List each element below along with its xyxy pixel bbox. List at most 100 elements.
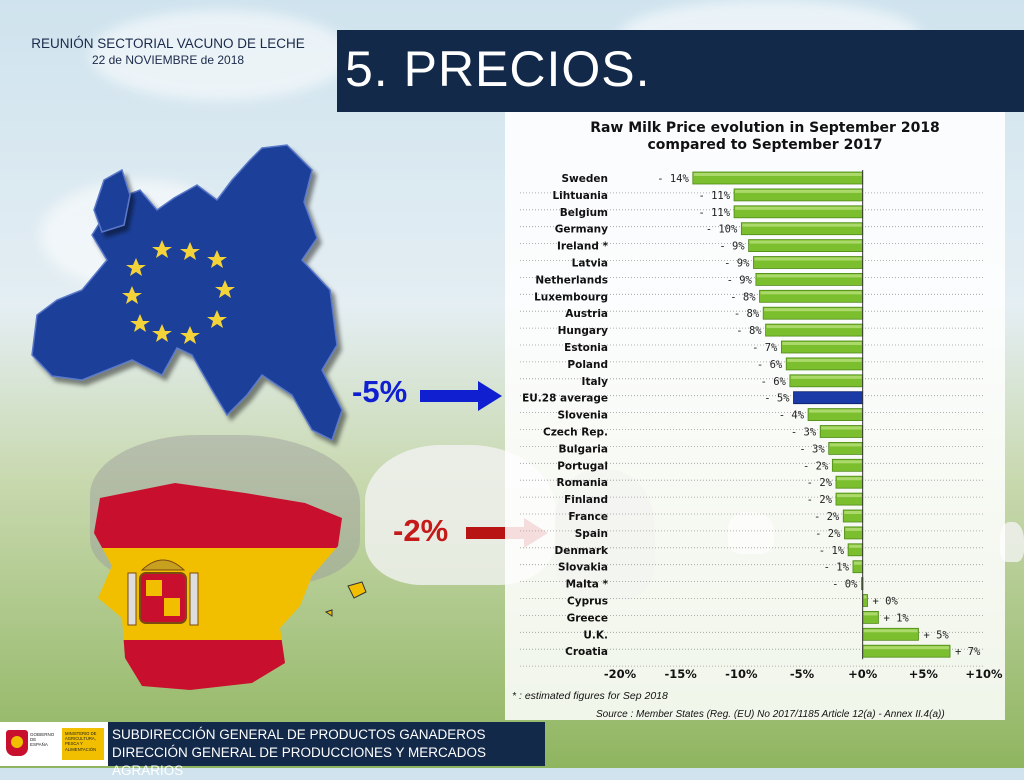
category-label: Cyprus xyxy=(567,596,608,608)
value-label: - 10% xyxy=(706,224,738,236)
category-label: Estonia xyxy=(564,342,608,354)
category-label: Italy xyxy=(582,376,609,388)
category-label: Greece xyxy=(567,612,608,624)
category-label: Slovenia xyxy=(557,410,608,422)
category-label: Denmark xyxy=(555,545,610,557)
value-label: + 1% xyxy=(883,612,909,624)
value-label: + 0% xyxy=(873,596,899,608)
category-label: Ireland * xyxy=(557,241,609,253)
category-label: Portugal xyxy=(557,460,608,472)
category-label: Slovakia xyxy=(558,562,608,574)
category-label: Romania xyxy=(557,477,609,489)
slide-header: REUNIÓN SECTORIAL VACUNO DE LECHE 22 de … xyxy=(8,36,328,67)
value-label: + 5% xyxy=(923,629,949,641)
x-tick-label: -15% xyxy=(665,667,698,681)
value-label: - 2% xyxy=(814,511,840,523)
value-label: - 8% xyxy=(736,325,762,337)
value-label: - 3% xyxy=(791,427,817,439)
chart-footnote: * : estimated figures for Sep 2018 xyxy=(512,690,668,702)
bar-highlight xyxy=(829,443,862,447)
bar-highlight xyxy=(766,325,862,329)
value-label: - 9% xyxy=(719,241,745,253)
x-tick-label: -10% xyxy=(725,667,758,681)
value-label: - 2% xyxy=(807,477,833,489)
ministry-logo-text: MINISTERIO DE AGRICULTURA, PESCA Y ALIME… xyxy=(62,728,104,760)
chart-title-line-1: Raw Milk Price evolution in September 20… xyxy=(590,120,940,136)
footer-line-2: DIRECCIÓN GENERAL DE PRODUCCIONES Y MERC… xyxy=(112,745,487,778)
bar-highlight xyxy=(735,189,862,193)
category-label: U.K. xyxy=(583,629,608,641)
bar-highlight xyxy=(760,291,862,295)
value-label: - 2% xyxy=(803,460,829,472)
background-cloud xyxy=(90,10,350,100)
x-tick-label: +10% xyxy=(965,667,1003,681)
bar-highlight xyxy=(809,409,862,413)
x-tick-label: +5% xyxy=(909,667,939,681)
category-label: Bulgaria xyxy=(558,443,608,455)
footer-text-block: SUBDIRECCIÓN GENERAL DE PRODUCTOS GANADE… xyxy=(108,722,545,778)
value-label: - 0% xyxy=(832,579,858,591)
category-label: Spain xyxy=(575,528,608,540)
uk-shape xyxy=(93,168,131,233)
eu-stars xyxy=(122,240,235,344)
value-label: + 7% xyxy=(955,646,981,658)
value-label: - 3% xyxy=(799,443,825,455)
chart-title-line-2: compared to September 2017 xyxy=(647,137,883,153)
eu-callout-value: -5% xyxy=(352,374,408,409)
bar-highlight xyxy=(787,358,862,362)
value-label: - 11% xyxy=(698,207,730,219)
bar-highlight xyxy=(853,561,862,565)
value-label: - 7% xyxy=(752,342,778,354)
meeting-date: 22 de NOVIEMBRE de 2018 xyxy=(91,53,245,67)
category-label: EU.28 average xyxy=(522,393,608,405)
value-label: - 1% xyxy=(819,545,845,557)
spain-map-illustration xyxy=(94,483,367,690)
meeting-name: REUNIÓN SECTORIAL VACUNO DE LECHE xyxy=(31,36,305,51)
value-label: - 9% xyxy=(724,258,750,270)
value-label: - 6% xyxy=(757,359,783,371)
bar-highlight xyxy=(782,342,862,345)
bar-highlight xyxy=(693,173,862,176)
bar-highlight xyxy=(863,629,918,633)
category-label: Malta * xyxy=(566,579,609,591)
value-label: - 4% xyxy=(779,410,805,422)
bar-highlight xyxy=(735,206,862,210)
bar-highlight xyxy=(821,426,862,430)
value-label: - 14% xyxy=(657,173,689,185)
bar-highlight xyxy=(863,612,878,616)
value-label: - 6% xyxy=(761,376,787,388)
bar-highlight xyxy=(849,544,862,548)
bar-highlight xyxy=(756,274,862,278)
value-label: - 8% xyxy=(730,291,756,303)
category-label: Sweden xyxy=(562,173,609,185)
x-tick-label: -20% xyxy=(604,667,637,681)
category-label: Croatia xyxy=(565,646,608,658)
category-label: Luxembourg xyxy=(534,291,608,303)
value-label: - 2% xyxy=(815,528,841,540)
bar xyxy=(793,391,864,405)
category-label: Netherlands xyxy=(535,274,608,286)
bar-highlight xyxy=(844,511,862,514)
balearic-islands xyxy=(324,581,367,617)
value-label: - 1% xyxy=(824,562,850,574)
slide-title: 5. PRECIOS. xyxy=(345,41,651,97)
category-label: Finland xyxy=(564,494,608,506)
category-label: Belgium xyxy=(560,207,608,219)
bar-highlight xyxy=(863,595,867,599)
spain-callout-value: -2% xyxy=(393,513,449,548)
category-label: Hungary xyxy=(558,325,609,337)
value-label: - 8% xyxy=(734,308,760,320)
bar-highlight xyxy=(836,477,862,481)
category-label: Latvia xyxy=(572,258,608,270)
category-label: France xyxy=(568,511,608,523)
bar-highlight xyxy=(845,527,862,531)
x-tick-label: -5% xyxy=(790,667,815,681)
bar-highlight xyxy=(863,646,950,650)
value-label: - 11% xyxy=(698,190,730,202)
bar-highlight xyxy=(764,308,862,312)
footer: GOBIERNO DE ESPAÑA MINISTERIO DE AGRICUL… xyxy=(0,722,545,778)
bar-highlight xyxy=(749,240,862,244)
bar-highlight xyxy=(742,223,862,227)
spain-coat-of-arms xyxy=(127,559,199,626)
